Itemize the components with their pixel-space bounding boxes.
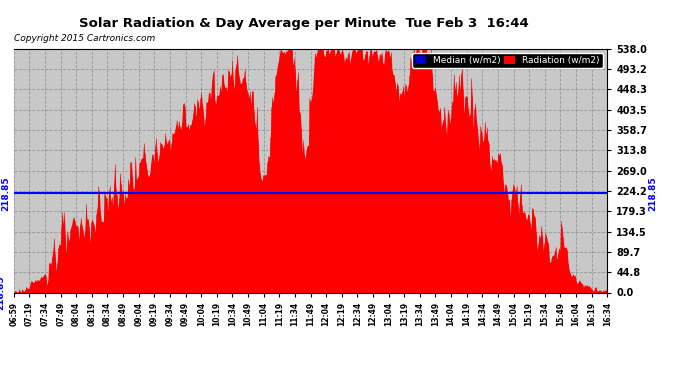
Text: 218.85: 218.85	[1, 176, 10, 211]
Text: Copyright 2015 Cartronics.com: Copyright 2015 Cartronics.com	[14, 34, 155, 43]
Text: Solar Radiation & Day Average per Minute  Tue Feb 3  16:44: Solar Radiation & Day Average per Minute…	[79, 17, 529, 30]
Text: 218.85: 218.85	[0, 275, 5, 310]
Text: 218.85: 218.85	[649, 176, 658, 211]
Legend: Median (w/m2), Radiation (w/m2): Median (w/m2), Radiation (w/m2)	[413, 53, 602, 68]
